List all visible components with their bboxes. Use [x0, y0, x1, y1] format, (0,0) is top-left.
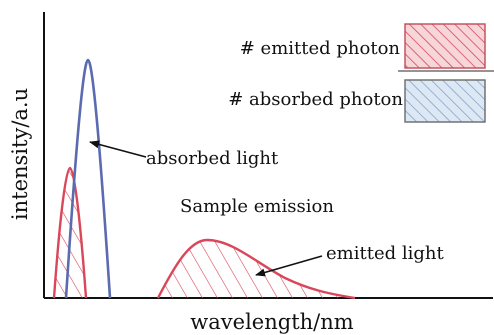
emitted-peak-curve [52, 166, 88, 299]
emitted-light-label: emitted light [326, 243, 444, 264]
sample-emission-label: Sample emission [180, 196, 334, 217]
legend-emitted-label: # emitted photon [240, 38, 401, 59]
x-axis-label: wavelength/nm [190, 310, 353, 334]
absorbed-arrow [89, 140, 147, 158]
sample-emission-hatch [158, 240, 355, 298]
absorbed-light-label: absorbed light [146, 148, 279, 169]
emitted-arrow [255, 255, 323, 277]
emitted-photon-swatch [404, 23, 486, 69]
absorbed-photon-swatch [404, 79, 486, 123]
legend-absorbed-label: # absorbed photon [228, 89, 403, 110]
absorbed-peak-curve [64, 58, 112, 299]
y-axis-label: intensity/a.u [8, 88, 32, 220]
sample-emission-curve [156, 238, 356, 300]
